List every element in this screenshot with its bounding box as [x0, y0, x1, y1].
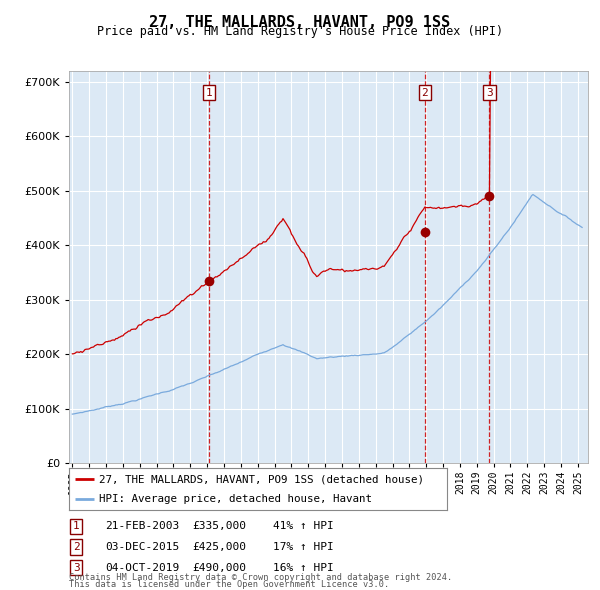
- Text: Contains HM Land Registry data © Crown copyright and database right 2024.: Contains HM Land Registry data © Crown c…: [69, 573, 452, 582]
- Text: 21-FEB-2003: 21-FEB-2003: [105, 522, 179, 531]
- Text: Price paid vs. HM Land Registry's House Price Index (HPI): Price paid vs. HM Land Registry's House …: [97, 25, 503, 38]
- Text: 2: 2: [73, 542, 80, 552]
- Text: HPI: Average price, detached house, Havant: HPI: Average price, detached house, Hava…: [99, 494, 372, 504]
- Text: 2: 2: [422, 87, 428, 97]
- Text: 41% ↑ HPI: 41% ↑ HPI: [273, 522, 334, 531]
- Text: £490,000: £490,000: [192, 563, 246, 572]
- Text: 04-OCT-2019: 04-OCT-2019: [105, 563, 179, 572]
- Text: 1: 1: [73, 522, 80, 531]
- Text: 27, THE MALLARDS, HAVANT, PO9 1SS: 27, THE MALLARDS, HAVANT, PO9 1SS: [149, 15, 451, 30]
- Text: £425,000: £425,000: [192, 542, 246, 552]
- Text: 3: 3: [486, 87, 493, 97]
- Text: This data is licensed under the Open Government Licence v3.0.: This data is licensed under the Open Gov…: [69, 580, 389, 589]
- Text: 3: 3: [73, 563, 80, 572]
- Text: 1: 1: [206, 87, 212, 97]
- Text: 16% ↑ HPI: 16% ↑ HPI: [273, 563, 334, 572]
- Text: 27, THE MALLARDS, HAVANT, PO9 1SS (detached house): 27, THE MALLARDS, HAVANT, PO9 1SS (detac…: [99, 474, 424, 484]
- Text: 17% ↑ HPI: 17% ↑ HPI: [273, 542, 334, 552]
- Text: 03-DEC-2015: 03-DEC-2015: [105, 542, 179, 552]
- Text: £335,000: £335,000: [192, 522, 246, 531]
